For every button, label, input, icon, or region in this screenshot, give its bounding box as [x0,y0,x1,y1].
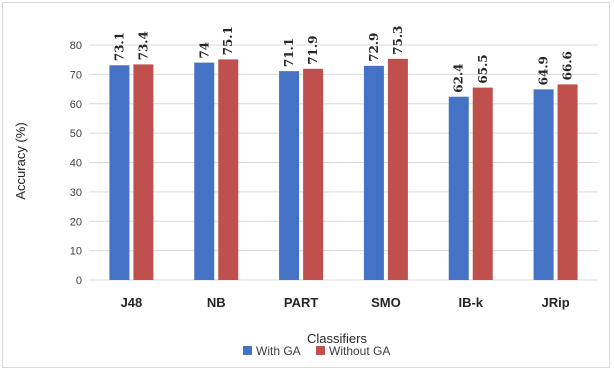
data-label: 62.4 [452,63,466,92]
y-tick-label: 30 [70,187,82,199]
x-axis-title: Classifiers [307,331,367,346]
data-label: 75.1 [221,26,235,55]
data-label: 72.9 [367,33,381,62]
y-tick-label: 40 [70,158,82,170]
bar-without-ga [387,58,408,281]
bar-without-ga [303,68,324,280]
y-axis-ticks: 0 10 20 30 40 50 60 70 80 [70,40,82,287]
data-label: 66.6 [561,51,575,80]
x-category-label: J48 [121,295,143,310]
bar-without-ga [557,84,578,280]
chart-frame: 0 10 20 30 40 50 60 70 80 73.1 73.4 74 75.1 71.1 71.9… [2,2,610,368]
data-label: 71.9 [306,36,320,65]
bars [109,58,578,281]
accuracy-bar-chart: 0 10 20 30 40 50 60 70 80 73.1 73.4 74 75.1 71.1 71.9… [13,26,598,358]
bar-without-ga [472,87,493,280]
y-tick-label: 60 [70,99,82,111]
y-tick-label: 80 [70,40,82,52]
data-labels: 73.1 73.4 74 75.1 71.1 71.9 72.9 75.3 62.4 65.5 64… [112,26,574,93]
bar-with-ga [109,65,130,280]
data-label: 73.1 [112,32,126,61]
y-axis-title: Accuracy (%) [13,122,28,199]
legend-swatch [243,346,252,355]
x-category-label: JRip [541,295,569,310]
bar-with-ga [448,96,469,280]
data-label: 75.3 [391,26,405,55]
x-category-label: IB-k [458,295,483,310]
y-tick-label: 0 [76,275,82,287]
y-tick-label: 70 [70,69,82,81]
x-category-label: NB [207,295,226,310]
x-category-label: SMO [371,295,401,310]
legend-label: Without GA [329,344,390,358]
data-label: 74 [197,42,211,59]
x-axis-categories: J48 NB PART SMO IB-k JRip [121,295,570,310]
x-category-label: PART [284,295,318,310]
legend: With GA Without GA [243,344,390,358]
legend-label: With GA [256,344,301,358]
gridlines [89,44,598,281]
bar-with-ga [194,62,215,280]
data-label: 65.5 [476,54,490,83]
y-tick-label: 10 [70,246,82,258]
data-label: 71.1 [282,38,296,67]
y-tick-label: 50 [70,128,82,140]
bar-with-ga [533,89,554,280]
legend-swatch [316,346,325,355]
bar-without-ga [133,64,154,280]
bar-with-ga [279,71,300,280]
bar-without-ga [218,59,239,280]
y-tick-label: 20 [70,216,82,228]
bar-with-ga [363,65,384,280]
data-label: 64.9 [537,56,551,85]
data-label: 73.4 [136,31,150,60]
